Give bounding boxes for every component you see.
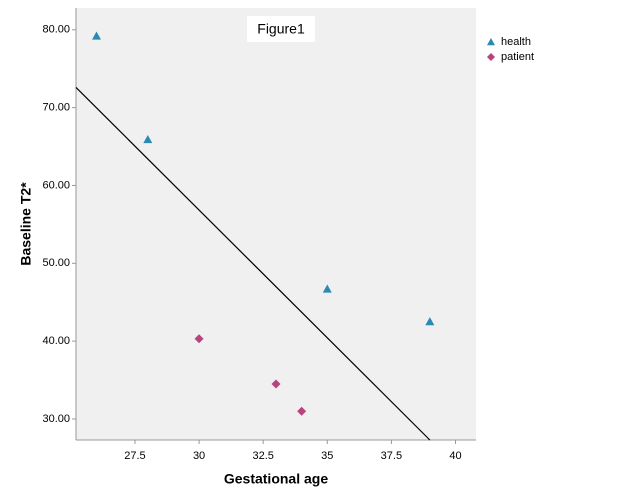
point [271, 379, 281, 389]
fit-line [75, 86, 431, 441]
point [425, 317, 435, 326]
y-axis-label: Baseline T2* [18, 182, 34, 266]
point [92, 31, 102, 40]
annotation: Figure1 [257, 21, 305, 37]
point [297, 406, 307, 416]
x-tick-label: 30 [193, 450, 205, 462]
x-tick-label: 37.5 [381, 450, 402, 462]
legend-label: patient [501, 51, 534, 63]
y-tick-label: 30.00 [42, 413, 70, 425]
point [194, 334, 204, 344]
legend-label: health [501, 36, 531, 48]
y-tick-label: 70.00 [42, 102, 70, 114]
plot-area [76, 8, 476, 440]
x-axis-label: Gestational age [224, 471, 328, 487]
x-tick-label: 40 [449, 450, 461, 462]
x-tick-label: 27.5 [124, 450, 145, 462]
y-tick-label: 50.00 [42, 257, 70, 269]
y-tick-label: 80.00 [42, 24, 70, 36]
annotation-box [247, 16, 315, 42]
y-tick-label: 60.00 [42, 179, 70, 191]
legend-marker [487, 38, 495, 46]
x-tick-label: 35 [321, 450, 333, 462]
legend-marker [487, 53, 495, 61]
x-tick-label: 32.5 [252, 450, 273, 462]
point [143, 135, 153, 144]
point [322, 284, 332, 293]
y-tick-label: 40.00 [42, 335, 70, 347]
